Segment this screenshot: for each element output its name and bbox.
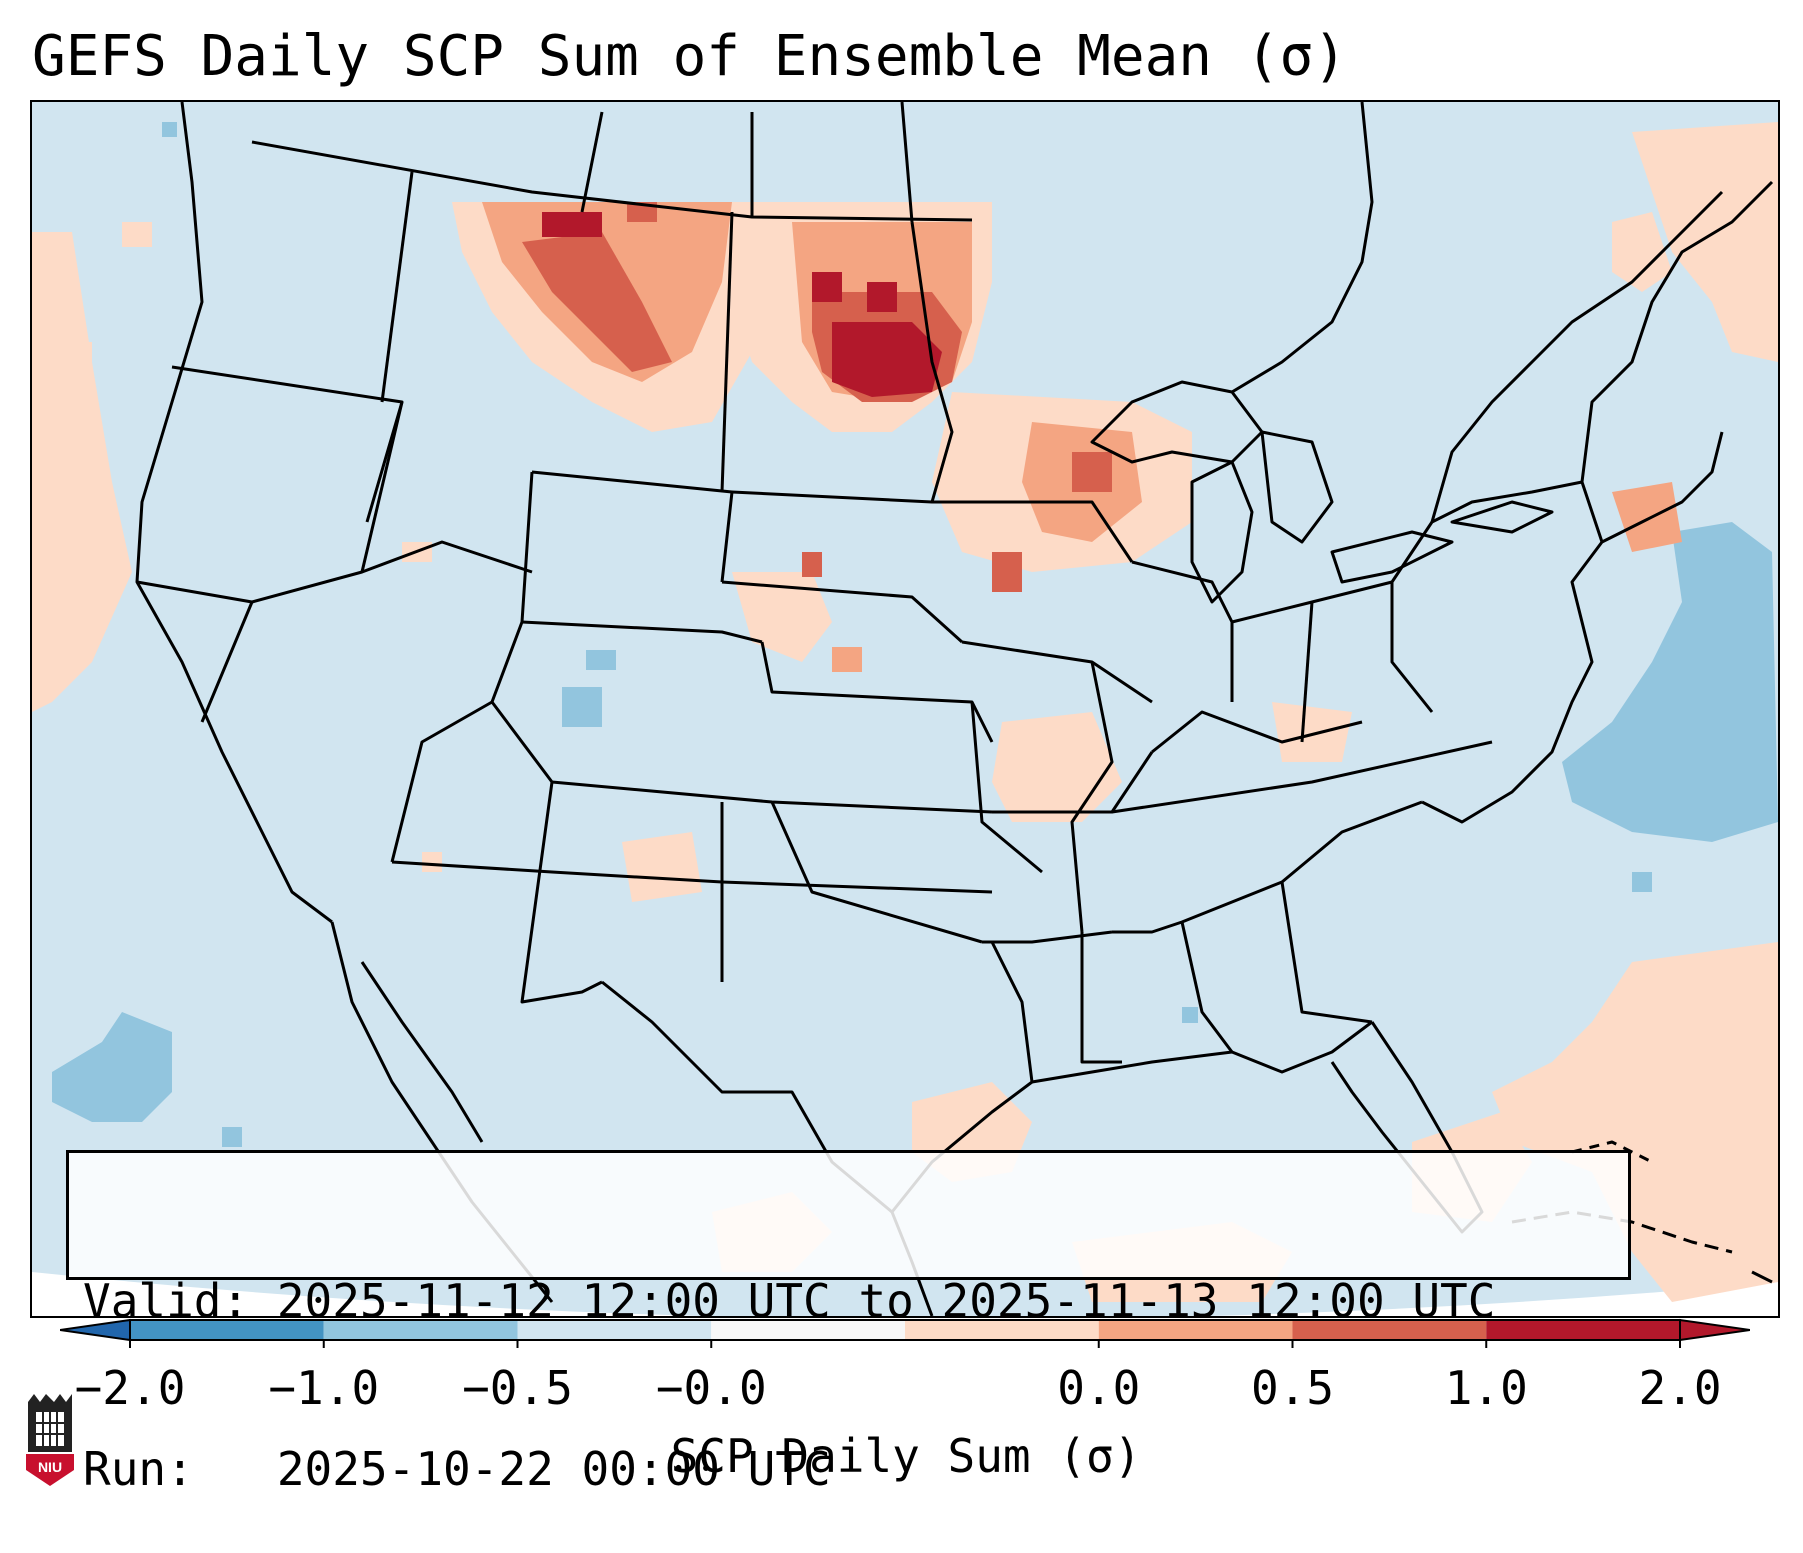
atlantic-negative-shading [1562, 522, 1778, 892]
colorbar-tick-label: 0.0 [1057, 1361, 1141, 1415]
colorbar-tick-label: −2.0 [74, 1361, 186, 1415]
validity-info-box: Valid: 2025-11-12 12:00 UTC to 2025-11-1… [66, 1150, 1631, 1496]
colorbar-tick-label: −0.0 [655, 1361, 767, 1415]
colorbar-segment [130, 1320, 324, 1340]
colorbar [60, 1318, 1750, 1348]
logo-shield [26, 1454, 74, 1486]
colorbar-segment [323, 1320, 518, 1340]
map-title: GEFS Daily SCP Sum of Ensemble Mean (σ) [32, 24, 1347, 89]
colorbar-tick-label: −1.0 [268, 1361, 380, 1415]
atlantic-positive-shading [1492, 122, 1778, 1302]
colorbar-segment [1098, 1320, 1293, 1340]
colorbar-tick-label: 1.0 [1444, 1361, 1528, 1415]
colorbar-tick-label: −0.5 [462, 1361, 573, 1415]
canada-prairies-shading [452, 202, 752, 432]
map-frame [30, 100, 1780, 1318]
colorado-negative-shading [562, 650, 1198, 1023]
pacific-negative-shading [52, 122, 242, 1147]
run-time-text: Run: 2025-10-22 00:00 UTC [83, 1442, 831, 1496]
pacific-positive-shading [32, 222, 152, 712]
colorbar-tick-label: 2.0 [1638, 1361, 1722, 1415]
niu-logo: NIU [26, 1394, 74, 1486]
colorbar-segment [905, 1320, 1099, 1340]
colorbar-segment [1292, 1320, 1487, 1340]
colorbar-segment [517, 1320, 712, 1340]
colorbar-tick-label: 0.5 [1250, 1361, 1335, 1415]
colorbar-frame [129, 1319, 1681, 1341]
central-plains-shading [402, 482, 1682, 902]
colorbar-segment [1486, 1320, 1680, 1340]
state-borders [135, 102, 1774, 1316]
projection-edge-fill [32, 1272, 1778, 1316]
colorbar-segment [711, 1320, 905, 1340]
logo-text: NIU [38, 1459, 62, 1475]
colorbar-over-extension [1679, 1318, 1750, 1342]
colorbar-label: SCP Daily Sum (σ) [670, 1429, 1142, 1483]
scp-map [32, 102, 1778, 1316]
colorbar-under-extension [60, 1318, 131, 1342]
